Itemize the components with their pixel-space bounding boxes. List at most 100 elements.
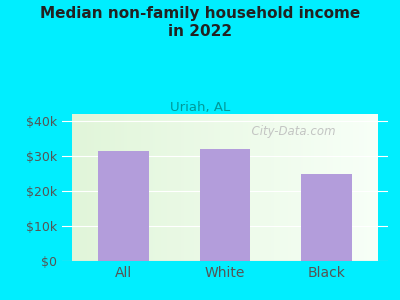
Bar (77, 114, 78, 261)
Bar (276, 114, 277, 261)
Bar (366, 114, 367, 261)
Bar (269, 114, 271, 261)
Bar (280, 114, 282, 261)
Bar (340, 114, 341, 261)
Bar (80, 114, 81, 261)
Bar (347, 114, 349, 261)
Bar (188, 114, 190, 261)
Bar (200, 149, 250, 261)
Bar (295, 114, 297, 261)
Bar (207, 114, 208, 261)
Bar (147, 114, 148, 261)
Bar (282, 114, 283, 261)
Bar (178, 114, 179, 261)
Text: Uriah, AL: Uriah, AL (170, 100, 230, 113)
Bar (150, 114, 152, 261)
Bar (81, 114, 83, 261)
Bar (277, 114, 278, 261)
Bar (103, 114, 104, 261)
Bar (303, 114, 304, 261)
Bar (208, 114, 210, 261)
Bar (135, 114, 136, 261)
Bar (101, 114, 103, 261)
Bar (352, 114, 353, 261)
Bar (375, 114, 376, 261)
Bar (216, 114, 217, 261)
Bar (136, 114, 138, 261)
Bar (298, 114, 300, 261)
Bar (260, 114, 262, 261)
Bar (129, 114, 130, 261)
Bar (323, 114, 324, 261)
Bar (146, 114, 147, 261)
Bar (120, 114, 121, 261)
Bar (95, 114, 97, 261)
Bar (152, 114, 153, 261)
Bar (271, 114, 272, 261)
Bar (97, 114, 98, 261)
Bar (148, 114, 150, 261)
Bar (130, 114, 132, 261)
Bar (187, 114, 188, 261)
Bar (109, 114, 110, 261)
Bar (234, 114, 236, 261)
Bar (217, 114, 219, 261)
Bar (314, 114, 315, 261)
Bar (173, 114, 174, 261)
Bar (114, 114, 115, 261)
Text: Median non-family household income
in 2022: Median non-family household income in 20… (40, 6, 360, 39)
Bar (213, 114, 214, 261)
Bar (329, 114, 330, 261)
Bar (92, 114, 94, 261)
Bar (326, 114, 327, 261)
Bar (202, 114, 204, 261)
Bar (362, 114, 364, 261)
Bar (167, 114, 168, 261)
Bar (265, 114, 266, 261)
Bar (292, 114, 294, 261)
Bar (278, 114, 280, 261)
Text: City-Data.com: City-Data.com (244, 125, 336, 138)
Bar (336, 114, 338, 261)
Bar (138, 114, 140, 261)
Bar (256, 114, 257, 261)
Bar (283, 114, 284, 261)
Bar (193, 114, 194, 261)
Bar (310, 114, 312, 261)
Bar (226, 114, 228, 261)
Bar (140, 114, 141, 261)
Bar (115, 114, 116, 261)
Bar (242, 114, 243, 261)
Bar (367, 114, 369, 261)
Bar (98, 151, 148, 261)
Bar (190, 114, 191, 261)
Bar (248, 114, 250, 261)
Bar (107, 114, 109, 261)
Bar (224, 114, 225, 261)
Bar (250, 114, 251, 261)
Bar (252, 114, 254, 261)
Bar (170, 114, 172, 261)
Bar (338, 114, 340, 261)
Bar (251, 114, 252, 261)
Bar (126, 114, 127, 261)
Bar (228, 114, 230, 261)
Bar (356, 114, 358, 261)
Bar (245, 114, 246, 261)
Bar (302, 173, 352, 261)
Bar (168, 114, 170, 261)
Bar (142, 114, 144, 261)
Bar (133, 114, 135, 261)
Bar (90, 114, 92, 261)
Bar (181, 114, 182, 261)
Bar (83, 114, 84, 261)
Bar (144, 114, 146, 261)
Bar (104, 114, 106, 261)
Bar (289, 114, 291, 261)
Bar (231, 114, 233, 261)
Bar (369, 114, 370, 261)
Bar (300, 114, 302, 261)
Bar (259, 114, 260, 261)
Bar (219, 114, 220, 261)
Bar (240, 114, 242, 261)
